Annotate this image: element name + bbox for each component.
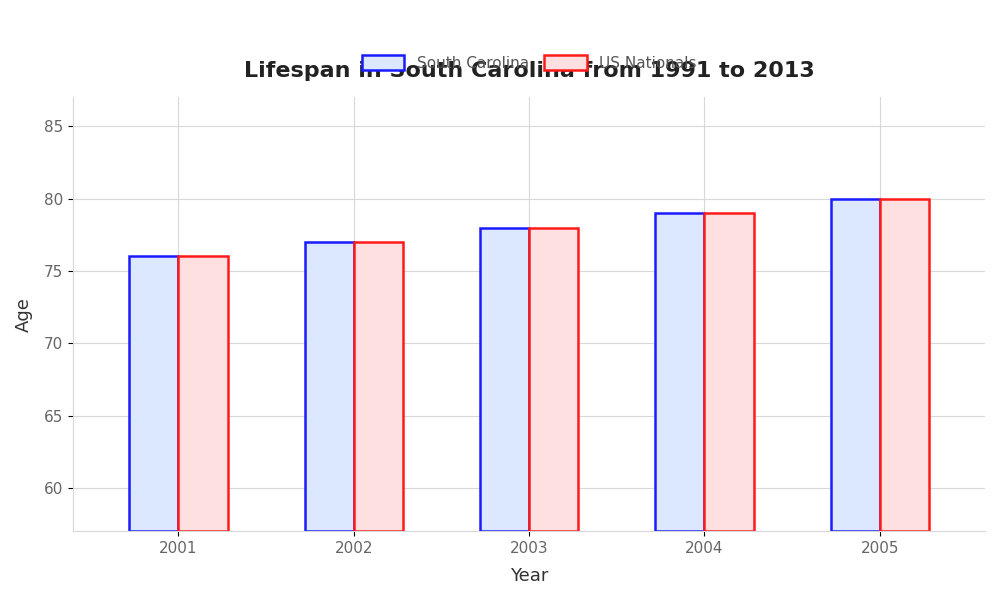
Y-axis label: Age: Age xyxy=(15,297,33,332)
Bar xyxy=(305,242,354,531)
Bar xyxy=(655,213,704,531)
Legend: South Carolina, US Nationals: South Carolina, US Nationals xyxy=(356,49,703,77)
Bar xyxy=(529,227,578,531)
Bar xyxy=(704,213,754,531)
Title: Lifespan in South Carolina from 1991 to 2013: Lifespan in South Carolina from 1991 to … xyxy=(244,61,814,80)
Bar xyxy=(178,256,228,531)
Bar xyxy=(880,199,929,531)
Bar xyxy=(831,199,880,531)
X-axis label: Year: Year xyxy=(510,567,548,585)
Bar xyxy=(129,256,178,531)
Bar xyxy=(480,227,529,531)
Bar xyxy=(354,242,403,531)
